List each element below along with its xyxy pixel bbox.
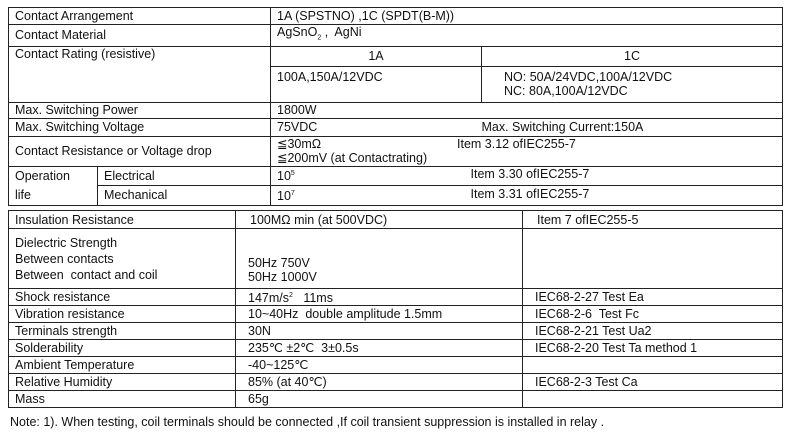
ref: Item 3.31 ofIEC255-7 <box>470 186 590 201</box>
label: Mass <box>8 390 236 409</box>
ref <box>522 390 783 409</box>
table-row: Vibration resistance 10~40Hz double ampli… <box>8 305 783 324</box>
label: Contact Arrangement <box>8 7 271 25</box>
value: AgSnO2 , AgNi <box>270 24 783 47</box>
row-life-electrical: Operation Electrical 105 Item 3.30 ofIEC2… <box>8 165 783 186</box>
value: 147m/s2 11ms <box>235 287 523 307</box>
table-row: Relative Humidity 85% (at 40℃) IEC68-2-3 T… <box>8 373 783 392</box>
row-max-voltage: Max. Switching Voltage 75VDC Max. Switch… <box>8 117 783 137</box>
row-life-mechanical: life Mechanical 107 Item 3.31 ofIEC255-7 <box>8 184 783 206</box>
ref: IEC68-2-6 Test Fc <box>522 305 783 324</box>
val-1a: 100A,150A/12VDC <box>270 65 482 103</box>
value: 85% (at 40℃) <box>235 373 523 392</box>
value-rest: , AgNi <box>321 25 362 39</box>
value: 100MΩ min (at 500VDC) <box>235 210 523 229</box>
rest: 11ms <box>292 291 333 306</box>
label: Max. Switching Power <box>8 101 271 119</box>
value: 107 Item 3.31 ofIEC255-7 <box>270 184 783 206</box>
label-main: Dielectric Strength <box>15 235 118 250</box>
base: 10 <box>277 189 291 204</box>
value: 75VDC <box>270 117 482 137</box>
base: 10 <box>277 169 291 184</box>
general-spec-table: Insulation Resistance 100MΩ min (at 500V… <box>8 210 783 409</box>
footnote: Note: 1). When testing, coil terminals s… <box>10 415 605 429</box>
label: Contact Rating (resistive) <box>8 45 271 103</box>
label: Relative Humidity <box>8 373 236 392</box>
label: Dielectric Strength Between contacts Betwe… <box>8 228 236 289</box>
val-1c: NO: 50A/24VDC,100A/12VDC NC: 80A,100A/12V… <box>481 65 783 103</box>
val-1c-nc: NC: 80A,100A/12VDC <box>504 84 628 98</box>
ref: IEC68-2-3 Test Ca <box>522 373 783 392</box>
label: Solderability <box>8 339 236 358</box>
row-contact-rating-values: 100A,150A/12VDC NO: 50A/24VDC,100A/12VDC… <box>9 65 783 103</box>
row-contact-resistance: Contact Resistance or Voltage drop ≦30mΩ… <box>8 135 783 167</box>
ref <box>522 356 783 375</box>
label: Contact Material <box>8 24 271 47</box>
value: 30N <box>235 322 523 341</box>
life-label: life <box>8 185 98 206</box>
val-1c-no: NO: 50A/24VDC,100A/12VDC <box>504 70 673 84</box>
label: Contact Resistance or Voltage drop <box>8 135 271 167</box>
value: 1800W <box>270 101 783 119</box>
value: 105 Item 3.30 ofIEC255-7 <box>270 165 783 186</box>
row-shock: Shock resistance 147m/s2 11ms IEC68-2-27… <box>8 287 783 307</box>
exp: 7 <box>290 189 295 197</box>
label: Ambient Temperature <box>8 356 236 375</box>
label-sub2: Between contact and coil <box>15 267 158 282</box>
row-contact-arrangement: Contact Arrangement 1A (SPSTNO) ,1C (SPD… <box>8 7 783 25</box>
label: Terminals strength <box>8 322 236 341</box>
operation-label: Operation <box>8 165 98 185</box>
value: 50Hz 750V 50Hz 1000V <box>235 228 523 289</box>
table-row: Ambient Temperature -40~125℃ <box>8 356 783 375</box>
base: 147m/s <box>248 291 289 306</box>
row-insulation: Insulation Resistance 100MΩ min (at 500V… <box>8 210 783 229</box>
ref: IEC68-2-20 Test Ta method 1 <box>522 339 783 358</box>
row-dielectric: Dielectric Strength Between contacts Betwe… <box>8 228 783 289</box>
row-contact-rating: Contact Rating (resistive) 1A 1C <box>8 45 783 103</box>
value2: ≦200mV (at Contactrating) <box>277 151 428 165</box>
label: Electrical <box>97 165 271 186</box>
ref <box>522 228 783 289</box>
label-sub1: Between contacts <box>15 251 114 266</box>
value: 235℃ ±2℃ 3±0.5s <box>235 339 523 358</box>
value-sub: 2 <box>317 34 322 42</box>
value: 65g <box>235 390 523 409</box>
contact-spec-table: Contact Arrangement 1A (SPSTNO) ,1C (SPD… <box>8 7 783 206</box>
col-1a: 1A <box>270 45 482 67</box>
table-row: Solderability 235℃ ±2℃ 3±0.5s IEC68-2-20 T… <box>8 339 783 358</box>
label: Max. Switching Voltage <box>8 117 271 137</box>
label: Insulation Resistance <box>8 210 236 229</box>
value1: ≦30mΩ <box>277 137 322 151</box>
val2: 50Hz 1000V <box>248 270 317 284</box>
label: Shock resistance <box>8 287 236 307</box>
value: 10~40Hz double amplitude 1.5mm <box>235 305 523 324</box>
ref: Item 3.30 ofIEC255-7 <box>470 167 590 182</box>
value: ≦30mΩ ≦200mV (at Contactrating) Item 3.12 … <box>270 135 783 167</box>
value: 1A (SPSTNO) ,1C (SPDT(B-M)) <box>270 7 783 25</box>
max-current: Max. Switching Current:150A <box>481 117 783 137</box>
table-row: Mass 65g <box>8 390 783 409</box>
table-row: Terminals strength 30N IEC68-2-21 Test Ua2 <box>8 322 783 341</box>
row-max-power: Max. Switching Power 1800W <box>8 101 783 119</box>
exp: 2 <box>289 292 293 299</box>
exp: 5 <box>290 170 295 178</box>
ref: IEC68-2-27 Test Ea <box>522 287 783 307</box>
label: Vibration resistance <box>8 305 236 324</box>
label: Mechanical <box>97 184 271 206</box>
row-contact-material: Contact Material AgSnO2 , AgNi <box>8 24 783 47</box>
ref: Item 7 ofIEC255-5 <box>522 210 783 229</box>
ref: Item 3.12 ofIEC255-7 <box>457 137 576 151</box>
val1: 50Hz 750V <box>248 256 310 270</box>
value-base: AgSnO <box>277 25 318 39</box>
value: -40~125℃ <box>235 356 523 375</box>
col-1c: 1C <box>481 45 783 67</box>
ref: IEC68-2-21 Test Ua2 <box>522 322 783 341</box>
